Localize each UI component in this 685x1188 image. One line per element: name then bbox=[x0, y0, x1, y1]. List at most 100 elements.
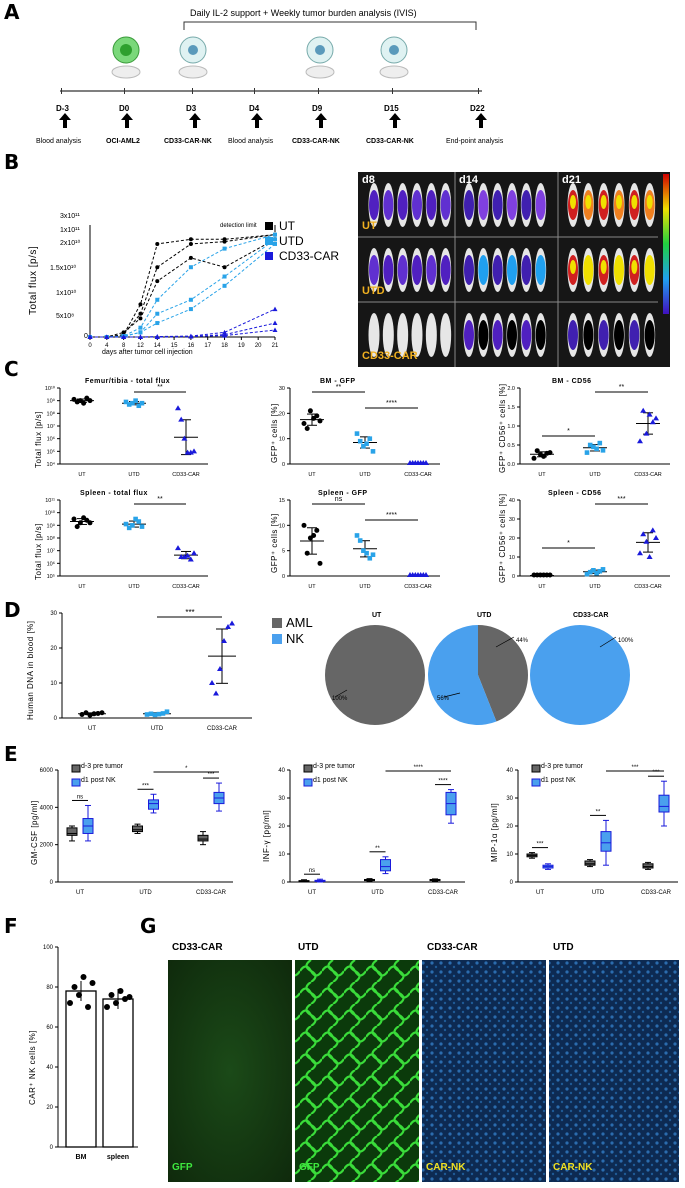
chart-ylabel: MIP-1α [pg/ml] bbox=[490, 802, 499, 862]
y-tick-label: 5 bbox=[282, 549, 285, 555]
event-label: Blood analysis bbox=[36, 138, 82, 145]
y-tick-label: 30 bbox=[279, 386, 285, 392]
data-point bbox=[138, 311, 143, 316]
bioluminescence-signal bbox=[383, 190, 394, 220]
data-point bbox=[164, 709, 170, 714]
chart-ylabel: Human DNA in blood [%] bbox=[26, 620, 35, 721]
x-tick-label: UTD bbox=[359, 584, 370, 590]
bioluminescence-signal bbox=[583, 320, 594, 350]
data-point bbox=[547, 572, 553, 578]
y-tick-label: 1.5 bbox=[507, 405, 515, 411]
ytick: 5x10⁸ bbox=[56, 313, 75, 320]
y-tick-label: 10 bbox=[506, 852, 513, 858]
bioluminescence-signal bbox=[369, 255, 379, 285]
bioluminescence-signal bbox=[598, 320, 609, 350]
timeline-banner: Daily IL-2 support + Weekly tumor burden… bbox=[190, 8, 417, 18]
data-point bbox=[643, 430, 650, 436]
x-tick-label: UTD bbox=[151, 726, 164, 732]
panel-b-line-chart: 0 4 8 12 14 15 16 17 18 19 20 21 Total flux [p/s] d… bbox=[20, 205, 340, 365]
data-point bbox=[126, 402, 132, 407]
y-tick-label: 10 bbox=[279, 523, 285, 529]
bioluminescence-signal bbox=[440, 255, 451, 285]
data-point bbox=[209, 680, 215, 685]
data-point bbox=[188, 297, 193, 302]
timeline-panel: Daily IL-2 support + Weekly tumor burden… bbox=[0, 0, 685, 150]
data-point bbox=[222, 265, 227, 270]
panel-g: CD33-CAR UTD CD33-CAR UTD GFP GFP CAR-NK… bbox=[168, 940, 683, 1182]
data-point bbox=[357, 438, 363, 444]
nk-cell-icon-d9 bbox=[306, 36, 334, 64]
x-tick-label: 12 bbox=[137, 343, 144, 349]
event-label: End-point analysis bbox=[446, 138, 504, 145]
ivis-group-label: UT bbox=[362, 220, 377, 232]
chart-ylabel: GFP⁺ CD56⁺ cells [%] bbox=[498, 383, 507, 473]
data-point bbox=[272, 327, 278, 333]
chart-xlabel: days after tumor cell injection bbox=[102, 349, 193, 356]
day-label: D0 bbox=[119, 104, 130, 113]
data-point bbox=[304, 426, 310, 432]
data-point bbox=[181, 554, 188, 559]
data-point bbox=[584, 450, 590, 455]
data-point bbox=[547, 450, 553, 456]
y-tick-label: 30 bbox=[509, 517, 515, 523]
chart-ylabel: Total flux [p/s] bbox=[28, 245, 39, 315]
box bbox=[380, 859, 391, 872]
data-point bbox=[646, 411, 653, 417]
data-point bbox=[597, 440, 603, 446]
series-line-UTD bbox=[90, 238, 276, 338]
panel-label-g: G bbox=[140, 914, 157, 938]
y-tick-label: 10¹⁰ bbox=[45, 510, 56, 517]
x-tick-label: UTD bbox=[589, 472, 600, 478]
ivis-image-grid: d8 d14 d21 UT UTD CD33-CAR bbox=[358, 172, 683, 367]
x-tick-label: CD33-CAR bbox=[634, 584, 662, 590]
x-tick-label: 17 bbox=[204, 343, 211, 349]
data-point bbox=[138, 316, 143, 321]
bioluminescence-signal bbox=[644, 320, 655, 350]
ytick: 2x10¹⁰ bbox=[60, 240, 81, 247]
data-point bbox=[152, 712, 158, 718]
x-tick-label: 16 bbox=[188, 343, 195, 349]
pie-title: CD33-CAR bbox=[573, 612, 609, 619]
significance-label: ** bbox=[375, 846, 380, 852]
pie-charts-svg bbox=[325, 625, 630, 725]
pie-leader-line bbox=[599, 636, 617, 648]
timeline-graphic bbox=[59, 21, 487, 128]
bioluminescence-signal bbox=[521, 190, 532, 220]
data-point bbox=[187, 556, 194, 562]
x-tick-label: CD33-CAR bbox=[428, 890, 459, 896]
data-point bbox=[584, 571, 590, 577]
data-point bbox=[370, 449, 376, 454]
y-tick-label: 0.0 bbox=[507, 462, 515, 468]
event-label: CD33-CAR-NK bbox=[164, 138, 212, 145]
bioluminescence-hotspot bbox=[616, 260, 622, 274]
data-point bbox=[139, 400, 145, 406]
data-point bbox=[95, 710, 101, 716]
x-tick-label: CD33-CAR bbox=[196, 890, 227, 896]
legend-swatch-post bbox=[531, 778, 541, 787]
panel-f-bar-chart: 0 20 40 60 80 100 BM spleen CAR⁺ NK cells [%] bbox=[20, 925, 145, 1180]
day-label: D-3 bbox=[56, 104, 69, 113]
mouse-silhouette bbox=[382, 313, 394, 357]
x-tick-label: UT bbox=[88, 726, 96, 732]
significance-label: ** bbox=[336, 384, 342, 391]
y-tick-label: 30 bbox=[506, 796, 513, 802]
data-point bbox=[155, 311, 160, 316]
data-point bbox=[594, 446, 599, 452]
ytick: 3x10¹¹ bbox=[60, 213, 80, 220]
data-point bbox=[222, 333, 228, 338]
data-point bbox=[121, 330, 126, 335]
x-tick-label: CD33-CAR bbox=[207, 726, 238, 732]
data-point bbox=[361, 443, 366, 449]
data-point bbox=[155, 241, 160, 246]
data-point bbox=[85, 1004, 91, 1010]
data-point bbox=[178, 416, 185, 422]
legend-swatch-utd bbox=[265, 237, 273, 245]
legend-label: UT bbox=[279, 219, 295, 233]
legend-swatch-aml bbox=[272, 618, 282, 628]
data-point bbox=[117, 988, 124, 994]
data-point bbox=[649, 527, 656, 533]
y-tick-label: 0 bbox=[510, 880, 514, 886]
chart-ylabel: Total flux [p/s] bbox=[34, 411, 43, 468]
x-tick-label: UTD bbox=[592, 890, 605, 896]
bioluminescence-signal bbox=[521, 255, 532, 285]
